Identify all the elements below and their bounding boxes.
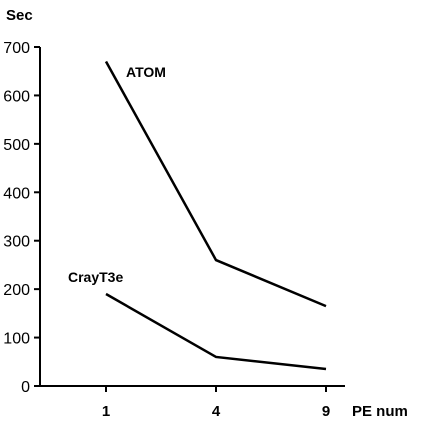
y-tick-label: 400 xyxy=(3,185,30,202)
y-tick-label: 200 xyxy=(3,282,30,299)
series-label-crayt3e: CrayT3e xyxy=(68,269,123,285)
y-tick-label: 0 xyxy=(21,379,30,396)
series-line-crayt3e xyxy=(105,292,327,371)
y-tick-label: 700 xyxy=(3,40,30,57)
x-axis-title: PE num xyxy=(352,403,408,420)
x-tick-label: 4 xyxy=(212,403,221,420)
x-tick-label: 9 xyxy=(322,403,330,420)
series-line-atom xyxy=(104,60,327,308)
y-axis-title: Sec xyxy=(6,7,33,24)
y-axis-ticks: 0 100 200 300 400 500 600 700 xyxy=(3,40,40,396)
x-tick-label: 1 xyxy=(102,403,110,420)
series-layer: ATOM CrayT3e xyxy=(68,60,327,371)
series-label-atom: ATOM xyxy=(126,64,166,80)
x-axis-ticks: 1 4 9 xyxy=(102,386,330,420)
y-tick-label: 300 xyxy=(3,234,30,251)
y-tick-label: 500 xyxy=(3,137,30,154)
y-tick-label: 600 xyxy=(3,88,30,105)
y-tick-label: 100 xyxy=(3,331,30,348)
